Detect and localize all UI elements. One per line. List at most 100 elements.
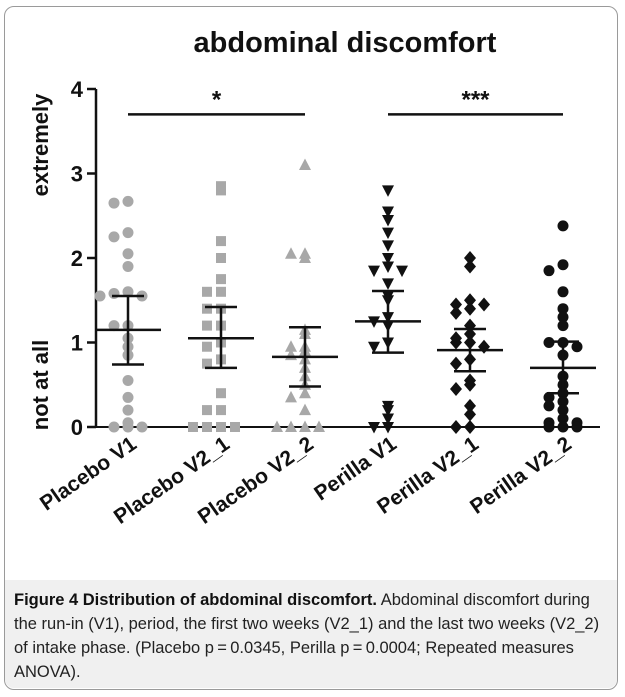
data-point-circle bbox=[557, 303, 569, 315]
data-point-triangle-up bbox=[299, 420, 311, 432]
data-point-square bbox=[216, 185, 226, 196]
data-point-square bbox=[230, 422, 240, 432]
data-point-square bbox=[188, 422, 198, 432]
figure-caption: Figure 4 Distribution of abdominal disco… bbox=[14, 588, 610, 684]
data-point-triangle-up bbox=[299, 251, 311, 263]
significance-label: *** bbox=[461, 86, 490, 113]
data-point-circle bbox=[571, 341, 583, 353]
figure-frame bbox=[4, 6, 618, 690]
data-point-triangle-up bbox=[299, 158, 311, 171]
data-marks bbox=[94, 158, 596, 434]
dot-plot-chart: abdominal discomfort extremely not at al… bbox=[28, 27, 600, 529]
y-tick-label: 1 bbox=[71, 331, 83, 356]
data-point-square bbox=[202, 405, 212, 416]
data-point-triangle-down bbox=[382, 206, 394, 219]
data-point-diamond bbox=[450, 356, 462, 371]
data-point-diamond bbox=[450, 381, 462, 396]
data-point-circle bbox=[108, 287, 120, 299]
data-point-triangle-up bbox=[271, 420, 283, 432]
data-point-triangle-down bbox=[368, 265, 380, 278]
data-point-square bbox=[216, 236, 226, 247]
data-point-circle bbox=[571, 421, 583, 433]
caption-body: Abdominal discomfort during the run-in (… bbox=[14, 591, 600, 681]
data-point-circle bbox=[108, 231, 120, 243]
y-label-bottom: not at all bbox=[28, 340, 53, 430]
data-point-circle bbox=[122, 227, 134, 239]
data-point-triangle-down bbox=[382, 227, 394, 240]
y-tick-label: 2 bbox=[71, 246, 83, 271]
data-point-triangle-down bbox=[382, 261, 394, 273]
caption-box bbox=[5, 580, 617, 688]
y-tick-label: 3 bbox=[71, 162, 83, 187]
data-point-diamond bbox=[464, 293, 476, 308]
data-point-triangle-up bbox=[299, 403, 311, 416]
data-point-square bbox=[216, 405, 226, 416]
data-point-circle bbox=[557, 421, 569, 433]
data-point-square bbox=[216, 274, 226, 285]
data-point-circle bbox=[108, 197, 120, 209]
data-point-diamond bbox=[464, 398, 476, 413]
data-point-circle bbox=[557, 396, 569, 408]
data-point-circle bbox=[557, 259, 569, 271]
data-point-circle bbox=[557, 220, 569, 232]
data-point-diamond bbox=[450, 297, 462, 312]
data-point-square bbox=[202, 303, 212, 314]
data-point-diamond bbox=[464, 377, 476, 392]
data-point-triangle-down bbox=[382, 422, 394, 434]
data-point-circle bbox=[557, 404, 569, 416]
data-point-diamond bbox=[478, 339, 490, 354]
data-point-circle bbox=[108, 320, 120, 332]
category-label: Perilla V2_2 bbox=[466, 432, 576, 518]
data-point-triangle-down bbox=[382, 278, 394, 290]
data-point-triangle-up bbox=[285, 420, 297, 432]
data-point-diamond bbox=[478, 297, 490, 312]
data-point-square bbox=[202, 422, 212, 432]
data-point-square bbox=[202, 358, 212, 369]
data-point-triangle-up bbox=[285, 340, 297, 352]
data-point-circle bbox=[543, 391, 555, 403]
data-point-triangle-down bbox=[382, 413, 394, 426]
data-point-circle bbox=[108, 421, 120, 433]
data-point-circle bbox=[122, 421, 134, 433]
data-point-circle bbox=[557, 413, 569, 425]
data-point-circle bbox=[122, 248, 134, 260]
caption-heading: Figure 4 Distribution of abdominal disco… bbox=[14, 591, 378, 609]
data-point-triangle-up bbox=[285, 390, 297, 403]
data-point-circle bbox=[543, 265, 555, 277]
data-point-triangle-up bbox=[285, 247, 297, 259]
data-point-circle bbox=[122, 195, 134, 207]
data-point-circle bbox=[94, 290, 106, 302]
data-point-triangle-down bbox=[382, 214, 394, 227]
data-point-triangle-down bbox=[382, 240, 394, 252]
data-point-circle bbox=[557, 320, 569, 332]
data-point-triangle-up bbox=[299, 386, 311, 399]
data-point-square bbox=[216, 286, 226, 297]
data-point-square bbox=[216, 253, 226, 263]
data-point-circle bbox=[557, 311, 569, 323]
data-point-circle bbox=[557, 286, 569, 298]
data-point-circle bbox=[122, 404, 134, 416]
data-point-triangle-down bbox=[396, 265, 408, 278]
data-point-diamond bbox=[450, 335, 462, 350]
y-tick-label: 0 bbox=[71, 415, 83, 440]
data-point-square bbox=[202, 320, 212, 331]
data-point-triangle-up bbox=[313, 420, 325, 432]
significance-label: * bbox=[212, 86, 222, 113]
data-point-diamond bbox=[464, 259, 476, 274]
chart-title: abdominal discomfort bbox=[194, 27, 497, 59]
data-point-circle bbox=[122, 260, 134, 272]
data-point-circle bbox=[122, 375, 134, 387]
data-point-circle bbox=[122, 391, 134, 403]
data-point-square bbox=[202, 286, 212, 297]
data-point-diamond bbox=[450, 305, 462, 320]
data-point-circle bbox=[543, 421, 555, 433]
data-point-diamond bbox=[464, 301, 476, 316]
data-point-diamond bbox=[464, 251, 476, 265]
data-point-circle bbox=[122, 286, 134, 298]
y-tick-label: 4 bbox=[71, 77, 84, 102]
data-point-square bbox=[202, 341, 212, 352]
data-point-triangle-down bbox=[382, 405, 394, 417]
data-point-triangle-down bbox=[368, 341, 380, 354]
